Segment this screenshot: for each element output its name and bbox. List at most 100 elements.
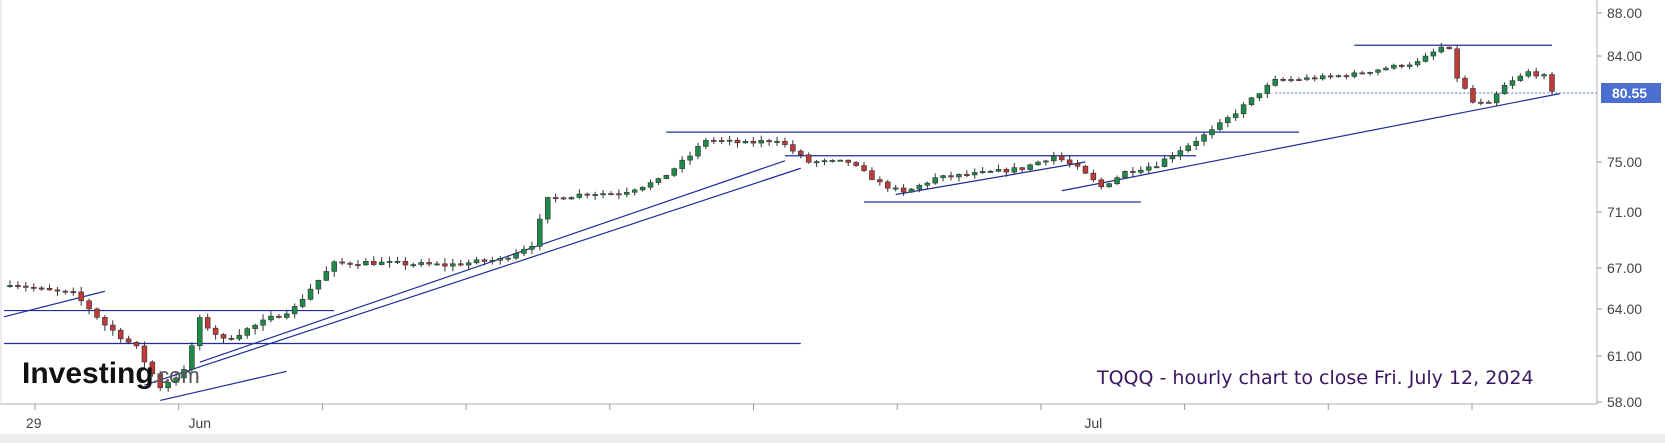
y-tick-label: 67.00 [1607, 260, 1642, 276]
candle-up [1027, 164, 1033, 170]
trend-line [3, 290, 106, 318]
candle-down [1327, 75, 1334, 78]
candle-down [355, 264, 361, 266]
candle-up [252, 324, 258, 329]
candle-up [956, 174, 962, 178]
candle-down [798, 150, 804, 156]
candle-down [110, 324, 116, 331]
candle-down [1058, 155, 1065, 161]
candle-up [189, 345, 195, 370]
candle-up [1319, 75, 1326, 80]
trend-lines [3, 44, 1597, 402]
candle-down [1470, 88, 1476, 103]
candle-down [1343, 75, 1350, 78]
candle-down [442, 263, 448, 267]
candle-up [378, 261, 385, 265]
candle-down [1090, 172, 1097, 181]
candle-down [204, 317, 211, 329]
candle-up [908, 188, 915, 193]
y-tick-label: 64.00 [1607, 301, 1642, 317]
candle-up [774, 141, 780, 143]
candle-down [212, 327, 219, 335]
candle-up [315, 280, 322, 290]
candle-up [323, 271, 330, 281]
candle-up [1541, 74, 1547, 77]
candle-up [995, 168, 1002, 172]
candle-down [15, 285, 21, 287]
candle-up [465, 262, 472, 266]
candle-up [687, 155, 693, 161]
candle-up [1161, 158, 1168, 167]
candle-up [624, 191, 630, 195]
candle-up [576, 193, 583, 198]
candle-down [869, 170, 875, 180]
candle-up [971, 172, 978, 176]
candle-up [1051, 155, 1057, 162]
candle-up [513, 253, 519, 259]
candle-up [987, 170, 994, 173]
candle-up [307, 288, 314, 300]
candle-down [62, 290, 69, 293]
y-tick-label: 84.00 [1607, 48, 1642, 64]
candle-up [489, 259, 496, 262]
candle-up [1414, 61, 1421, 66]
candle-up [1185, 145, 1191, 151]
candle-down [481, 259, 488, 262]
candle-up [837, 159, 844, 162]
candle-down [125, 338, 132, 343]
candle-up [821, 160, 828, 163]
candle-down [23, 285, 29, 288]
candle-up [544, 197, 551, 220]
candle-down [1399, 64, 1405, 67]
candle-down [900, 187, 907, 193]
candle-up [1272, 78, 1278, 86]
candle-down [347, 262, 353, 265]
footer-band [0, 434, 1665, 443]
candle-up [1248, 97, 1255, 105]
candle-down [560, 197, 567, 200]
candle-up [363, 261, 369, 266]
candle-down [1533, 71, 1539, 77]
candle-down [1003, 168, 1010, 173]
candle-down [750, 140, 757, 144]
candle-down [46, 288, 53, 291]
candle-up [1114, 177, 1120, 184]
candle-up [473, 259, 480, 264]
candle-up [291, 306, 298, 315]
candle-up [197, 317, 203, 347]
candle-up [505, 257, 511, 260]
candle-up [1438, 46, 1445, 53]
candle-up [1193, 141, 1199, 146]
candle-up [829, 160, 836, 162]
x-tick-label: Jul [1084, 415, 1102, 431]
candle-up [394, 260, 401, 263]
candle-down [1446, 46, 1452, 50]
candle-down [782, 141, 788, 145]
candle-up [742, 140, 749, 144]
candle-down [426, 262, 432, 265]
candles [7, 42, 1555, 392]
candle-up [1153, 166, 1160, 169]
candle-down [30, 286, 37, 289]
y-tick-label: 71.00 [1607, 204, 1642, 220]
candle-up [758, 140, 764, 144]
candle-up [1501, 85, 1508, 95]
candle-down [1296, 79, 1302, 81]
trend-line [160, 370, 287, 402]
candle-up [932, 177, 938, 184]
y-tick-label: 88.00 [1607, 5, 1642, 21]
candle-down [1082, 165, 1089, 174]
candle-down [1454, 48, 1460, 79]
candle-up [299, 299, 306, 307]
candle-up [244, 328, 250, 336]
x-tick-label: 29 [26, 415, 42, 431]
candle-up [1169, 155, 1176, 160]
x-tick-label: Jun [188, 415, 211, 431]
candle-down [1485, 101, 1492, 104]
candle-down [885, 181, 891, 189]
candle-up [1106, 183, 1112, 188]
candle-up [1225, 117, 1231, 123]
candle-down [1359, 72, 1365, 75]
candle-up [1335, 75, 1342, 78]
